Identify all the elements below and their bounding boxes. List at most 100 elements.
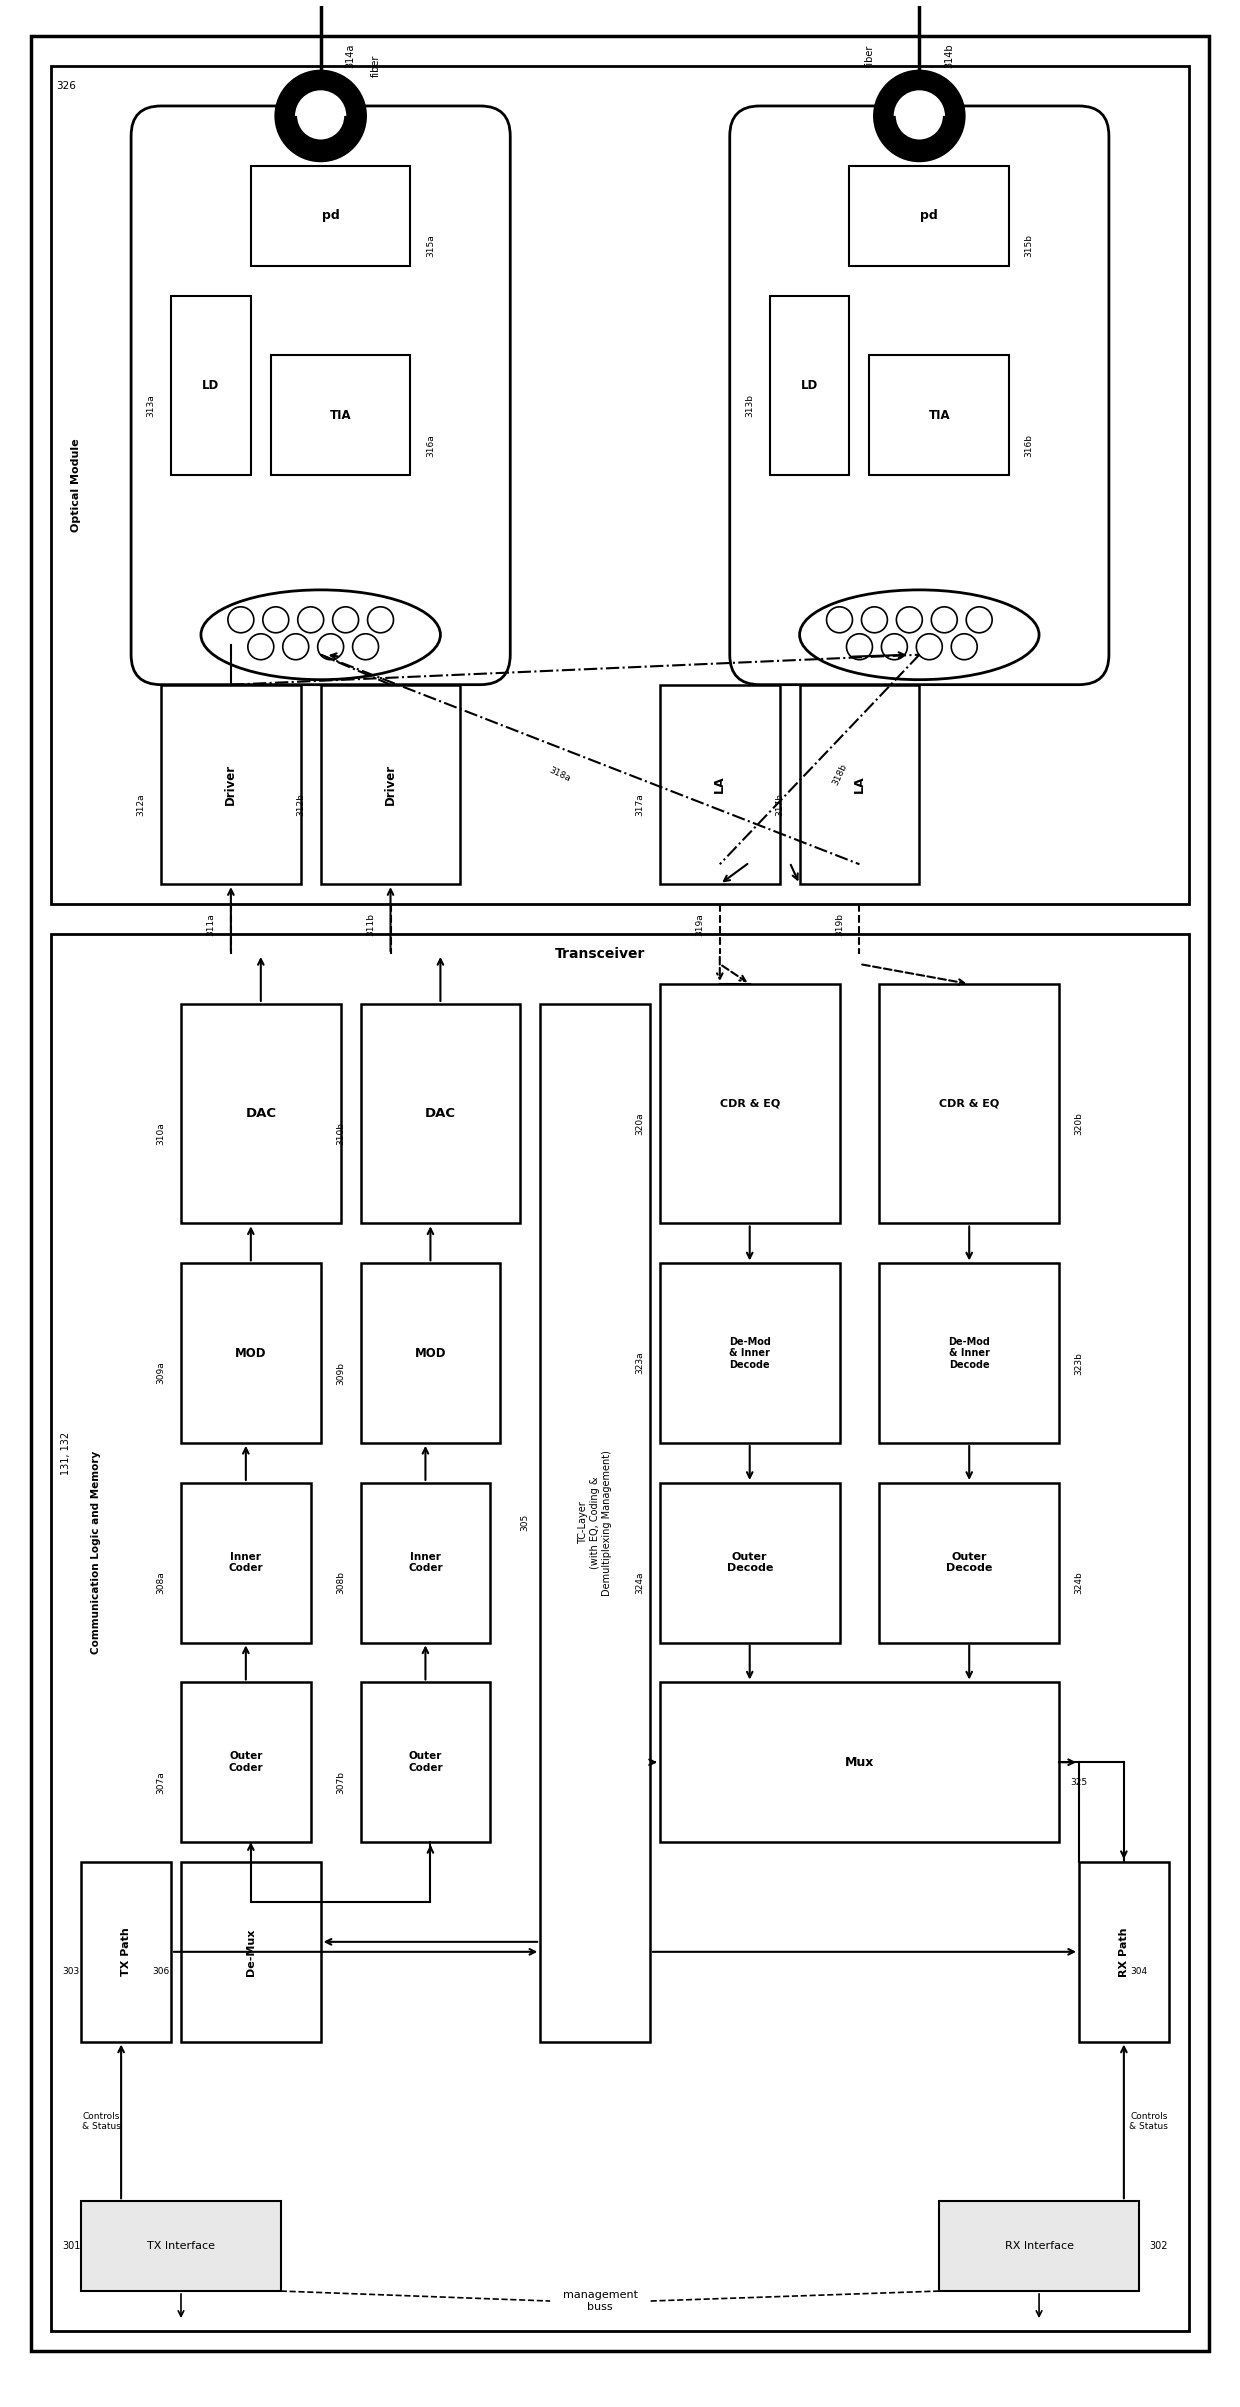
Text: TC-Layer
(with EQ, Coding &
Demultiplexing Management): TC-Layer (with EQ, Coding & Demultiplexi… (578, 1449, 611, 1596)
Bar (1079, 1863, 1169, 2041)
Text: 305: 305 (521, 1514, 529, 1531)
Text: DAC: DAC (425, 1107, 456, 1119)
Bar (660, 684, 780, 883)
Text: Controls
& Status: Controls & Status (1130, 2111, 1168, 2130)
Text: pd: pd (920, 209, 939, 221)
Bar (321, 684, 460, 883)
Text: 313a: 313a (146, 395, 155, 416)
Text: Communication Logic and Memory: Communication Logic and Memory (92, 1451, 102, 1654)
Text: 308b: 308b (336, 1572, 345, 1593)
Text: 317a: 317a (635, 792, 645, 816)
Text: 310b: 310b (336, 1122, 345, 1146)
Text: LD: LD (801, 378, 818, 392)
Bar (171, 296, 250, 474)
Bar (181, 1863, 321, 2041)
Bar (81, 2202, 280, 2291)
Text: 307a: 307a (156, 1772, 165, 1793)
Text: CDR & EQ: CDR & EQ (719, 1098, 780, 1110)
Text: Driver: Driver (384, 763, 397, 804)
Bar (939, 2202, 1138, 2291)
Text: 323b: 323b (1075, 1353, 1084, 1374)
Bar (770, 296, 849, 474)
Text: pd: pd (321, 209, 340, 221)
Text: Outer
Coder: Outer Coder (228, 1752, 263, 1774)
Bar (51, 65, 1189, 905)
Bar (660, 1264, 839, 1442)
Bar (181, 1682, 311, 1841)
Text: 311b: 311b (366, 912, 374, 936)
Bar (181, 1483, 311, 1642)
Text: 315b: 315b (1024, 233, 1034, 258)
Text: Inner
Coder: Inner Coder (228, 1553, 263, 1574)
Circle shape (295, 91, 346, 142)
Text: DAC: DAC (246, 1107, 277, 1119)
Text: Outer
Coder: Outer Coder (408, 1752, 443, 1774)
Text: De-Mux: De-Mux (246, 1928, 255, 1976)
Bar (849, 166, 1009, 265)
Text: 326: 326 (56, 82, 76, 91)
Text: 131, 132: 131, 132 (61, 1432, 71, 1475)
Bar (51, 934, 1189, 2330)
Text: RX Path: RX Path (1118, 1928, 1128, 1976)
Bar (879, 1264, 1059, 1442)
Bar (181, 1004, 341, 1223)
Text: 315a: 315a (425, 233, 435, 258)
Text: 318b: 318b (831, 763, 848, 787)
Text: TX Interface: TX Interface (148, 2241, 215, 2251)
Circle shape (874, 72, 965, 161)
Ellipse shape (201, 590, 440, 679)
Text: Transceiver: Transceiver (554, 946, 645, 960)
Bar (541, 1004, 650, 2041)
Text: 320b: 320b (1075, 1112, 1084, 1136)
Text: 313b: 313b (745, 395, 754, 416)
Bar (879, 984, 1059, 1223)
Bar (800, 684, 919, 883)
Text: Driver: Driver (224, 763, 237, 804)
Text: 325: 325 (1070, 1779, 1087, 1786)
Text: CDR & EQ: CDR & EQ (939, 1098, 999, 1110)
Text: MOD: MOD (236, 1346, 267, 1360)
Text: 320a: 320a (635, 1112, 645, 1136)
Bar (361, 1682, 490, 1841)
Text: fiber: fiber (864, 46, 874, 67)
Bar (660, 984, 839, 1223)
Bar (361, 1004, 521, 1223)
Text: Controls
& Status: Controls & Status (82, 2111, 120, 2130)
Text: Inner
Coder: Inner Coder (408, 1553, 443, 1574)
Text: RX Interface: RX Interface (1004, 2241, 1074, 2251)
Text: fiber: fiber (371, 55, 381, 77)
Text: De-Mod
& Inner
Decode: De-Mod & Inner Decode (729, 1336, 770, 1370)
FancyBboxPatch shape (131, 106, 510, 684)
Bar (660, 1682, 1059, 1841)
Text: LD: LD (202, 378, 219, 392)
Bar (250, 166, 410, 265)
Text: 324b: 324b (1075, 1572, 1084, 1593)
Text: 319a: 319a (696, 912, 704, 936)
Text: 303: 303 (62, 1967, 79, 1976)
Circle shape (894, 91, 945, 142)
Text: LA: LA (713, 775, 727, 794)
Text: MOD: MOD (414, 1346, 446, 1360)
Ellipse shape (800, 590, 1039, 679)
Text: 312b: 312b (296, 792, 305, 816)
Bar (270, 356, 410, 474)
Text: De-Mod
& Inner
Decode: De-Mod & Inner Decode (949, 1336, 991, 1370)
Text: 309a: 309a (156, 1362, 165, 1384)
Bar (869, 356, 1009, 474)
Bar (161, 684, 301, 883)
Text: 311a: 311a (206, 912, 216, 936)
Bar (181, 1264, 321, 1442)
Text: 319b: 319b (835, 912, 844, 936)
Text: 310a: 310a (156, 1122, 165, 1146)
Text: management
buss: management buss (563, 2289, 637, 2311)
Text: 302: 302 (1149, 2241, 1168, 2251)
Text: 301: 301 (62, 2241, 81, 2251)
Bar (361, 1483, 490, 1642)
Text: 312a: 312a (136, 792, 145, 816)
Text: 306: 306 (153, 1967, 170, 1976)
FancyBboxPatch shape (730, 106, 1109, 684)
Text: LA: LA (853, 775, 866, 794)
Bar (879, 1483, 1059, 1642)
Text: 317b: 317b (775, 792, 784, 816)
Text: 308a: 308a (156, 1572, 165, 1593)
